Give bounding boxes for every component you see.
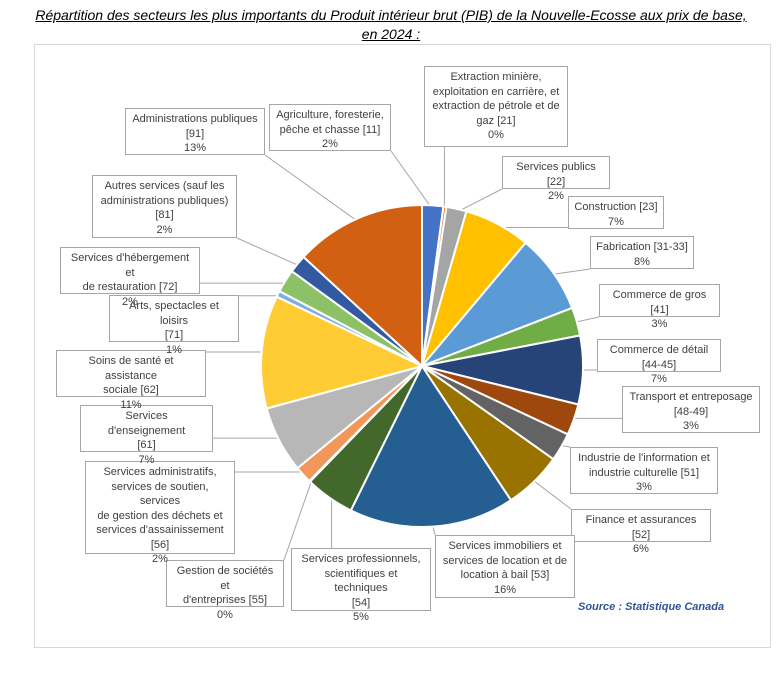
data-label-percent: 3%: [683, 420, 699, 432]
data-label-text: Services d'enseignement: [107, 410, 186, 437]
data-label: Agriculture, foresterie, pêche et chasse …: [269, 104, 391, 151]
data-label-text: de restauration [72]: [82, 281, 178, 293]
data-label-text: services d'assainissement: [96, 524, 224, 536]
data-label: Finance et assurances [52] 6%: [571, 509, 711, 555]
data-label-text: Construction [23]: [574, 201, 658, 213]
data-label-text: Administrations publiques: [132, 113, 258, 125]
data-label-text: Services d'hébergement et: [70, 252, 190, 279]
data-label-text: services de soutien, services: [111, 480, 209, 508]
data-label-text: pêche et chasse [11]: [279, 123, 381, 136]
data-label-percent: 3%: [651, 318, 668, 330]
data-label-text: Services immobiliers et: [448, 540, 562, 552]
data-label-text: services de location et de: [442, 554, 568, 567]
data-label-text: [81]: [155, 209, 174, 221]
chart-frame: [34, 44, 771, 648]
pie-slice: [349, 363, 513, 529]
data-label: Soins de santé et assistance sociale [62]…: [56, 350, 206, 411]
data-label: Services immobiliers et services de locat…: [435, 535, 575, 598]
data-label-percent: 0%: [488, 129, 504, 141]
pie-slice: [302, 203, 423, 369]
data-label-text: extraction de pétrole et de: [432, 100, 560, 112]
data-label-text: Services administratifs,: [103, 466, 217, 478]
data-label-percent: 16%: [493, 583, 517, 596]
source-note: Source : Statistique Canada: [578, 601, 725, 613]
data-label-percent: 11%: [120, 398, 142, 411]
data-label-text: gaz [21]: [476, 114, 516, 127]
data-label-text: Extraction minière,: [450, 71, 542, 83]
leader-line: [390, 150, 433, 210]
data-label-text: Commerce de gros [41]: [612, 289, 707, 316]
data-label-text: Services publics [22]: [516, 161, 596, 188]
data-label-text: Gestion de sociétés et: [176, 565, 274, 592]
data-label: Services publics [22] 2%: [502, 156, 610, 202]
data-label-text: [48-49]: [673, 405, 709, 418]
data-label: Services administratifs, services de sout…: [85, 461, 235, 565]
data-label-text: Soins de santé et assistance: [88, 355, 174, 382]
data-label: Construction [23] 7%: [568, 196, 664, 229]
data-label-percent: 0%: [217, 608, 233, 621]
leader-line: [530, 478, 572, 510]
data-label-percent: 2%: [122, 295, 138, 308]
data-label-text: Arts, spectacles et loisirs: [129, 300, 219, 327]
data-label-text: [91]: [185, 127, 205, 140]
leader-line: [236, 237, 301, 267]
data-label-percent: 2%: [156, 223, 173, 236]
data-label-percent: 7%: [651, 373, 667, 385]
data-label-text: location à bail [53]: [460, 569, 550, 581]
data-label-text: [71]: [164, 329, 184, 341]
leader-line: [283, 478, 313, 561]
data-label-percent: 1%: [166, 343, 182, 356]
data-label-text: Autres services (sauf les: [104, 180, 225, 192]
data-label: Industrie de l'information et industrie c…: [570, 447, 718, 494]
data-label-text: [54]: [351, 596, 371, 609]
data-label-percent: 13%: [183, 142, 207, 154]
data-label-text: Commerce de détail [44-45]: [609, 344, 709, 371]
pie-slice: [260, 295, 425, 410]
data-label: Services professionnels, scientifiques et…: [291, 548, 431, 623]
data-label-text: industrie culturelle [51]: [588, 466, 700, 479]
data-label-text: Finance et assurances [52]: [585, 514, 697, 541]
data-label-percent: 2%: [322, 138, 338, 150]
leader-line: [455, 188, 503, 214]
data-label-percent: 7%: [138, 453, 155, 466]
data-label: Commerce de gros [41] 3%: [599, 284, 720, 330]
data-label: Arts, spectacles et loisirs [71] 1%: [109, 295, 239, 356]
data-label-text: exploitation en carrière, et: [432, 85, 560, 98]
data-label-text: de gestion des déchets et: [97, 509, 223, 522]
data-label: Services d'hébergement et de restauration…: [60, 247, 200, 308]
data-label-text: administrations publiques): [100, 194, 229, 207]
pie-slices: [260, 203, 584, 529]
data-label: Services d'enseignement [61] 7%: [80, 405, 213, 466]
data-label: Administrations publiques [91] 13%: [125, 108, 265, 155]
data-label-text: [56]: [150, 538, 170, 551]
data-label: Commerce de détail [44-45] 7%: [597, 339, 721, 385]
data-label-text: Fabrication [31-33]: [596, 241, 688, 253]
leader-line: [549, 268, 591, 276]
data-label: Transport et entreposage [48-49] 3%: [622, 386, 760, 433]
data-label-text: Industrie de l'information et: [578, 452, 710, 464]
data-label: Fabrication [31-33] 8%: [590, 236, 694, 269]
chart-title: Répartition des secteurs les plus import…: [35, 7, 747, 42]
data-label-text: [61]: [137, 439, 156, 451]
data-label-percent: 3%: [636, 481, 652, 493]
data-label-text: d'entreprises [55]: [182, 594, 268, 606]
data-label-percent: 7%: [608, 215, 624, 228]
leader-lines: [200, 147, 622, 561]
data-label-percent: 5%: [353, 611, 369, 623]
data-label-text: Services professionnels,: [301, 553, 421, 565]
data-label-percent: 8%: [634, 255, 650, 268]
data-label-percent: 6%: [633, 543, 649, 555]
data-label-text: scientifiques et techniques: [324, 567, 398, 595]
data-label-percent: 2%: [548, 190, 564, 202]
data-label: Extraction minière, exploitation en carri…: [424, 66, 568, 147]
data-label-percent: 2%: [152, 553, 168, 565]
leader-line: [264, 154, 360, 223]
data-label: Autres services (sauf les administrations…: [92, 175, 237, 238]
data-label-text: Agriculture, foresterie,: [276, 109, 384, 121]
data-label: Gestion de sociétés et d'entreprises [55]…: [166, 560, 284, 621]
data-label-text: Transport et entreposage: [629, 391, 753, 403]
data-label-text: sociale [62]: [103, 384, 159, 396]
